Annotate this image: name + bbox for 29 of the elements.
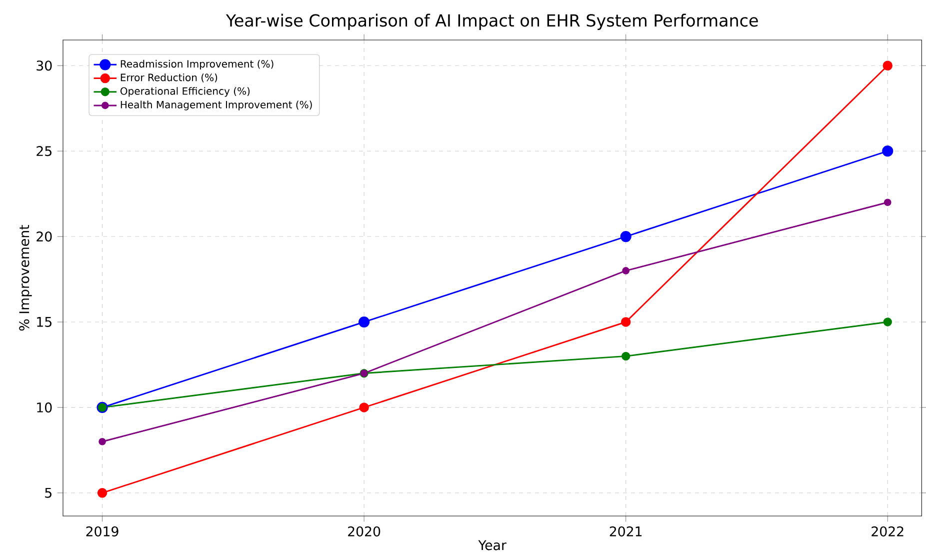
- y-tick-label: 25: [36, 146, 52, 156]
- x-tick-label: 2022: [872, 526, 904, 536]
- legend-label: Error Reduction (%): [120, 73, 218, 82]
- point: [884, 198, 892, 206]
- x-tick-label: 2021: [610, 526, 642, 536]
- y-tick-label: 15: [37, 317, 52, 327]
- point: [359, 402, 369, 412]
- point: [358, 316, 370, 328]
- point: [620, 317, 631, 327]
- legend-label: Health Management Improvement (%): [120, 100, 312, 110]
- y-tick-label: 20: [36, 231, 52, 242]
- point: [882, 60, 892, 70]
- x-tick-label: 2019: [86, 526, 118, 536]
- x-axis-title: Year: [478, 540, 506, 550]
- point: [883, 318, 892, 326]
- legend-label: Readmission Improvement (%): [120, 60, 274, 70]
- legend-label: Operational Efficiency (%): [120, 87, 250, 97]
- y-axis-title: % Improvement: [19, 225, 32, 331]
- chart-title: Year-wise Comparison of AI Impact on EHR System Performance: [226, 14, 758, 30]
- y-tick-label: 10: [37, 402, 52, 412]
- point: [622, 352, 630, 361]
- point: [622, 267, 630, 274]
- x-tick-label: 2020: [348, 526, 380, 536]
- point: [98, 438, 106, 446]
- point: [97, 488, 108, 498]
- y-tick-label: 30: [36, 60, 52, 71]
- y-tick-label: 5: [45, 488, 52, 498]
- point: [620, 231, 632, 242]
- point: [882, 146, 894, 157]
